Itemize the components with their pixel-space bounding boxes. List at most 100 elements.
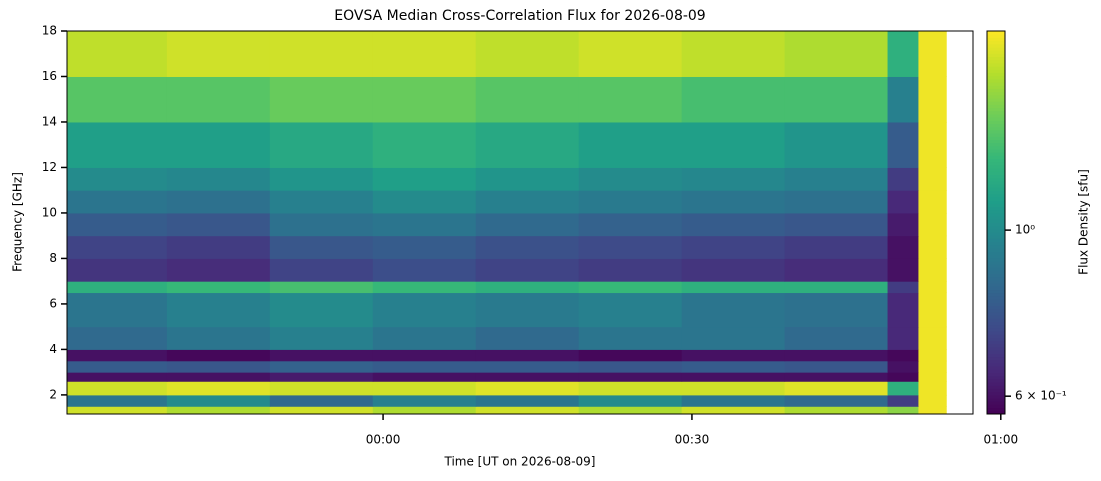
colorbar-segment [987,145,1005,150]
plot-frame [66,30,974,415]
colorbar-segment [987,139,1005,144]
heatmap-cell [475,292,580,328]
heatmap-cell [166,381,271,396]
colorbar-segment [987,72,1005,77]
colorbar-segment [987,283,1005,287]
colorbar-segment [987,222,1005,227]
heatmap-cell [918,326,947,350]
heatmap-cell [67,372,168,382]
colorbar-segment [987,171,1005,176]
colorbar-segment [987,56,1005,61]
heatmap-cell [681,212,786,237]
heatmap-cell [578,31,683,77]
heatmap-cell [372,190,477,214]
heatmap-cell [578,360,683,373]
heatmap-cell [269,235,374,259]
heatmap-cell [166,190,271,214]
x-tick-label: 00:30 [675,433,710,447]
heatmap-cell [887,190,919,214]
heatmap-cell [475,281,580,294]
heatmap-cell [578,292,683,328]
heatmap-cell [918,381,947,396]
heatmap-cell [578,406,683,415]
colorbar-segment [987,286,1005,291]
heatmap-cell [372,292,477,328]
colorbar-segment [987,311,1005,316]
heatmap-cell [887,76,919,123]
heatmap-cell [372,31,477,77]
heatmap-cell [372,372,477,382]
heatmap-cell [681,372,786,382]
colorbar-segment [987,107,1005,112]
colorbar-segment [987,372,1005,377]
heatmap-cell [784,76,889,123]
heatmap-cell [681,76,786,123]
colorbar-segment [987,292,1005,297]
colorbar-segment [987,318,1005,322]
colorbar-segment [987,289,1005,294]
colorbar-segment [987,203,1005,208]
heatmap-cell [681,406,786,415]
heatmap-cell [269,360,374,373]
heatmap-cell [372,281,477,294]
heatmap-cell [681,31,786,77]
heatmap-cell [67,258,168,282]
y-tick-label: 10 [42,205,57,219]
heatmap-cell [918,121,947,168]
heatmap-cell [475,190,580,214]
heatmap-cell [166,406,271,415]
colorbar-segment [987,37,1005,42]
heatmap-cell [578,190,683,214]
colorbar-segment [987,321,1005,326]
colorbar-segment [987,257,1005,262]
colorbar-segment [987,350,1005,354]
heatmap-cell [166,394,271,407]
heatmap-cell [887,360,919,373]
y-tick-label: 14 [42,114,57,128]
heatmap-cell [166,235,271,259]
heatmap-cell [475,326,580,350]
heatmap-cell [918,212,947,237]
colorbar-segment [987,270,1005,275]
heatmap-cell [372,394,477,407]
colorbar-segment [987,120,1005,125]
y-tick-label: 8 [49,251,57,265]
colorbar-segment [987,378,1005,383]
heatmap-cell [269,121,374,168]
colorbar-segment [987,248,1005,252]
colorbar-segment [987,359,1005,364]
heatmap-cell [67,212,168,237]
heatmap-cell [166,258,271,282]
x-tick-label: 00:00 [366,433,401,447]
y-tick-label: 4 [49,342,57,356]
colorbar-segment [987,98,1005,102]
heatmap-cell [67,235,168,259]
colorbar-segment [987,75,1005,80]
colorbar-segment [987,315,1005,319]
colorbar-segment [987,308,1005,313]
heatmap-cell [784,360,889,373]
colorbar-segment [987,241,1005,246]
heatmap-cell [372,76,477,123]
heatmap-cell [887,372,919,382]
colorbar-segment [987,299,1005,303]
colorbar-segment [987,62,1005,67]
heatmap-cell [475,349,580,362]
heatmap-cell [166,281,271,294]
heatmap-cell [166,121,271,168]
colorbar-segment [987,235,1005,239]
heatmap-cell [67,406,168,415]
heatmap-cell [372,349,477,362]
colorbar-segment [987,302,1005,306]
heatmap-cell [918,372,947,382]
heatmap-cell [918,281,947,294]
colorbar-segment [987,260,1005,265]
colorbar-segment [987,385,1005,389]
heatmap-cell [166,349,271,362]
heatmap-cell [784,349,889,362]
colorbar-segment [987,126,1005,131]
colorbar-segment [987,88,1005,93]
heatmap-cell [475,235,580,259]
colorbar-segment [987,161,1005,166]
heatmap-cell [887,212,919,237]
